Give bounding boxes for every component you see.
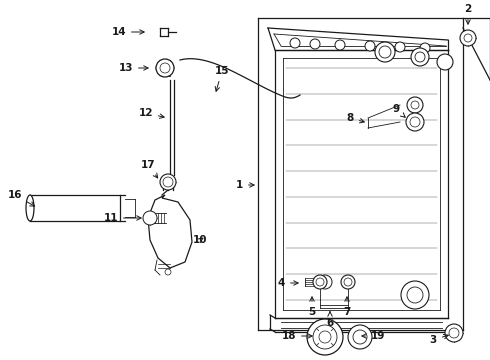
Text: 11: 11 [103, 213, 141, 223]
Text: 5: 5 [308, 297, 316, 317]
Circle shape [401, 281, 429, 309]
Text: 6: 6 [326, 312, 334, 328]
Circle shape [406, 113, 424, 131]
Circle shape [348, 325, 372, 349]
Text: 4: 4 [278, 278, 298, 288]
Circle shape [395, 42, 405, 52]
Circle shape [460, 30, 476, 46]
Circle shape [365, 41, 375, 51]
Circle shape [160, 174, 176, 190]
Text: 12: 12 [139, 108, 164, 118]
Circle shape [290, 38, 300, 48]
Circle shape [310, 39, 320, 49]
Text: 16: 16 [7, 190, 35, 206]
Text: 17: 17 [141, 160, 158, 178]
Text: 13: 13 [119, 63, 148, 73]
Text: 18: 18 [281, 331, 312, 341]
Polygon shape [148, 195, 192, 268]
Circle shape [407, 97, 423, 113]
Circle shape [411, 48, 429, 66]
Text: 10: 10 [193, 235, 207, 245]
Circle shape [335, 40, 345, 50]
Text: 8: 8 [347, 113, 364, 123]
Circle shape [156, 59, 174, 77]
Ellipse shape [26, 195, 34, 221]
Circle shape [318, 275, 332, 289]
Text: 1: 1 [236, 180, 254, 190]
Text: 3: 3 [430, 334, 448, 345]
Text: 2: 2 [465, 4, 472, 24]
Text: 14: 14 [111, 27, 144, 37]
Circle shape [341, 275, 355, 289]
Circle shape [437, 54, 453, 70]
Text: 9: 9 [392, 104, 405, 117]
Circle shape [420, 43, 430, 53]
Circle shape [307, 319, 343, 355]
Text: 19: 19 [362, 331, 385, 341]
Circle shape [143, 211, 157, 225]
Text: 15: 15 [215, 66, 229, 91]
Circle shape [375, 42, 395, 62]
Circle shape [313, 275, 327, 289]
Circle shape [445, 324, 463, 342]
Text: 7: 7 [343, 297, 351, 317]
